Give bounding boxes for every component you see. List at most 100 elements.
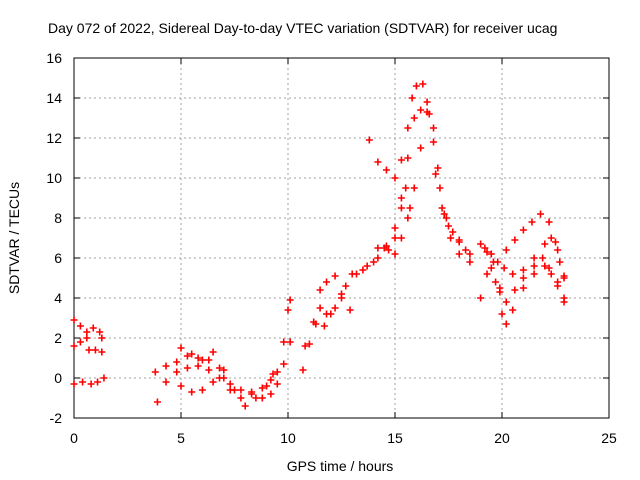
series-track-f (177, 344, 277, 410)
data-point (258, 394, 266, 402)
data-point (79, 378, 87, 386)
data-point (554, 246, 562, 254)
data-point (89, 324, 97, 332)
x-tick-labels: 0 5 10 15 20 25 (70, 430, 617, 446)
data-point (286, 338, 294, 346)
data-point (153, 398, 161, 406)
data-point (177, 382, 185, 390)
data-point (310, 318, 318, 326)
data-point (455, 250, 463, 258)
series-track-d (151, 296, 294, 396)
data-point (404, 214, 412, 222)
data-point (511, 236, 519, 244)
data-point (305, 340, 313, 348)
data-point (430, 138, 438, 146)
data-point (198, 356, 206, 364)
y-tick-label: 8 (54, 210, 62, 226)
data-point (419, 80, 427, 88)
data-point (188, 350, 196, 358)
data-point (447, 234, 455, 242)
data-point (194, 362, 202, 370)
data-point (220, 366, 228, 374)
data-point (338, 294, 345, 302)
data-point (76, 322, 84, 330)
data-point (445, 222, 452, 230)
grid (74, 58, 609, 418)
data-point (560, 274, 568, 282)
data-point (442, 214, 450, 222)
y-tick-label: 2 (54, 330, 62, 346)
data-point (177, 344, 185, 352)
data-point (487, 250, 495, 258)
data-point (509, 306, 517, 314)
data-point (385, 246, 393, 254)
y-tick-label: 4 (54, 290, 62, 306)
data-point (323, 278, 331, 286)
data-point (397, 234, 405, 242)
data-point (539, 254, 547, 262)
data-point (391, 224, 399, 232)
data-point (267, 376, 275, 384)
data-point (498, 310, 506, 318)
data-point (436, 184, 444, 192)
data-point (320, 322, 328, 330)
data-point (483, 248, 491, 256)
data-point (519, 226, 527, 234)
data-point (173, 368, 181, 376)
data-point (70, 342, 78, 350)
series-track-j (316, 272, 354, 314)
data-point (269, 370, 277, 378)
data-point (481, 244, 489, 252)
data-point (323, 310, 331, 318)
x-tick-label: 15 (387, 430, 403, 446)
data-point (83, 328, 91, 336)
data-point (423, 98, 431, 106)
data-point (547, 270, 555, 278)
data-point (502, 320, 510, 328)
x-tick-marks (73, 58, 610, 418)
data-point (365, 136, 373, 144)
plot-frame (73, 57, 610, 419)
data-point (417, 144, 425, 152)
data-point (284, 306, 292, 314)
data-point (98, 334, 106, 342)
data-point (412, 82, 420, 90)
data-point (541, 262, 549, 270)
data-marks (70, 80, 568, 410)
y-tick-label: 14 (46, 90, 62, 106)
data-point (96, 328, 104, 336)
data-point (301, 342, 309, 350)
y-tick-label: 16 (46, 50, 62, 66)
data-point (511, 286, 519, 294)
data-point (530, 262, 538, 270)
data-point (209, 378, 217, 386)
data-point (408, 94, 416, 102)
data-point (183, 364, 191, 372)
data-point (483, 270, 491, 278)
data-point (346, 306, 354, 314)
data-point (280, 338, 288, 346)
y-axis-label: SDTVAR / TECUs (6, 182, 22, 294)
data-point (267, 390, 275, 398)
data-point (198, 386, 206, 394)
series-track-c (70, 374, 108, 388)
data-point (374, 158, 382, 166)
x-tick-label: 20 (494, 430, 510, 446)
data-point (487, 264, 495, 272)
data-point (85, 346, 93, 354)
data-point (554, 278, 562, 286)
data-point (440, 210, 448, 218)
data-point (556, 258, 564, 266)
data-point (391, 174, 399, 182)
data-point (404, 124, 412, 132)
data-point (545, 264, 553, 272)
data-point (537, 210, 545, 218)
data-point (209, 348, 217, 356)
data-point (466, 250, 474, 258)
data-point (530, 270, 538, 278)
data-point (530, 254, 538, 262)
data-point (94, 378, 102, 386)
data-point (216, 364, 224, 372)
data-point (397, 194, 405, 202)
series-track-h (299, 98, 474, 374)
